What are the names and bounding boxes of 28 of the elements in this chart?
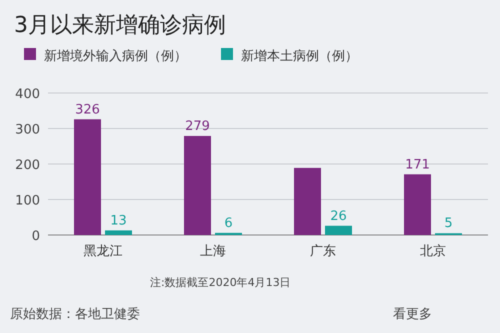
text: 注:数据截至2020年4月13日 xyxy=(150,276,291,289)
data-label: 13 xyxy=(110,213,127,228)
bar xyxy=(74,119,101,235)
bar xyxy=(184,136,211,235)
y-tick-label: 300 xyxy=(15,122,40,138)
text: 原始数据：各地卫健委 xyxy=(10,307,140,322)
bar xyxy=(325,226,352,235)
data-label: 6 xyxy=(224,216,233,231)
data-label: 5 xyxy=(444,216,453,232)
x-tick-label: 上海 xyxy=(200,244,226,259)
x-tick-label: 广东 xyxy=(310,244,336,259)
data-label: 279 xyxy=(185,118,210,134)
legend-label: 新增境外输入病例（例） xyxy=(44,48,187,64)
bar xyxy=(294,168,321,235)
x-tick-label: 黑龙江 xyxy=(84,244,122,259)
data-label: 26 xyxy=(330,208,347,224)
data-label: 171 xyxy=(405,157,430,172)
x-tick-label: 北京 xyxy=(420,244,446,259)
y-tick-label: 100 xyxy=(15,194,40,208)
text: 看更多 xyxy=(393,307,432,322)
y-tick-label: 0 xyxy=(32,229,40,244)
y-tick-label: 200 xyxy=(15,158,40,173)
data-label: 326 xyxy=(75,102,100,118)
y-tick-label: 400 xyxy=(15,87,40,102)
bar xyxy=(404,174,431,235)
chart-title: 3月以来新增确诊病例 xyxy=(14,13,226,38)
bar xyxy=(105,230,132,235)
legend-label: 新增本土病例（例） xyxy=(241,49,358,64)
